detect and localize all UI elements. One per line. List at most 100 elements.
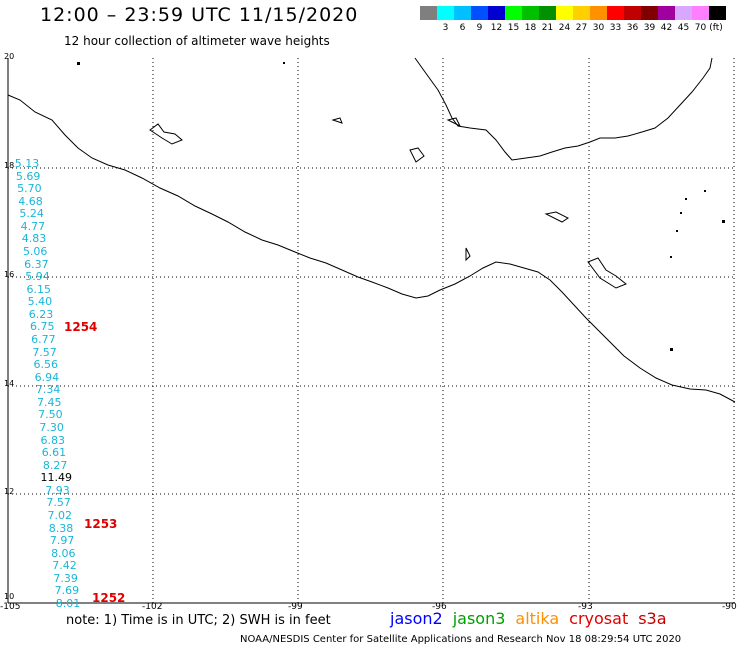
wave-height-value: 6.15	[26, 282, 51, 296]
color-swatch	[471, 6, 488, 20]
wave-height-value: 6.37	[24, 257, 49, 271]
satellite-altika: altika	[515, 609, 560, 628]
color-swatch	[709, 6, 726, 20]
color-swatch	[556, 6, 573, 20]
wave-height-value: 5.94	[25, 270, 50, 284]
longitude-label: -105	[0, 602, 21, 612]
longitude-label: -96	[432, 602, 447, 612]
latitude-label: 16	[4, 270, 15, 279]
wave-height-value: 7.97	[49, 534, 75, 548]
color-swatch	[641, 6, 658, 20]
credit-line: NOAA/NESDIS Center for Satellite Applica…	[240, 634, 682, 645]
map-border	[7, 58, 735, 604]
wave-height-value: 7.50	[38, 408, 63, 422]
wave-height-value: 7.34	[35, 383, 61, 397]
pass-time-label: 1254	[64, 320, 98, 334]
color-scale-label: 45	[677, 23, 690, 33]
wave-height-value: 6.56	[33, 358, 58, 372]
latitude-label: 10	[4, 592, 15, 601]
wave-height-value: 6.83	[40, 433, 66, 447]
wave-height-value: 7.30	[39, 421, 64, 434]
color-scale-label: 6	[459, 23, 466, 33]
satellite-legend: jason2 jason3 altika cryosat s3a	[390, 609, 677, 628]
color-swatch	[454, 6, 471, 20]
pass-time-label: 1253	[84, 517, 118, 531]
wave-height-value: 6.75	[29, 320, 55, 334]
footer-note: note: 1) Time is in UTC; 2) SWH is in fe…	[66, 613, 331, 628]
satellite-cryosat: cryosat	[569, 609, 629, 628]
longitude-label: -93	[578, 602, 593, 612]
color-scale-label: 9	[476, 23, 483, 33]
wave-height-value: 5.06	[22, 245, 48, 258]
wave-height-value: 6.23	[28, 307, 54, 321]
wave-height-value: 5.13	[14, 157, 40, 170]
wave-height-value: 8.38	[48, 521, 74, 535]
color-swatch	[505, 6, 522, 20]
color-swatch	[590, 6, 607, 20]
wave-height-value: 7.42	[52, 559, 77, 573]
color-swatch	[624, 6, 641, 20]
latitude-label: 20	[4, 52, 15, 61]
pass-time-label: 1252	[92, 591, 126, 605]
wave-height-value: 8.01	[55, 597, 81, 610]
wave-height-value: 5.70	[17, 182, 42, 196]
satellite-jason2: jason2	[390, 609, 443, 628]
chart-title: 12:00 – 23:59 UTC 11/15/2020	[40, 4, 359, 26]
color-scale-label: 3	[442, 23, 449, 33]
color-swatch	[522, 6, 539, 20]
color-scale-label: 33	[609, 23, 622, 33]
color-scale-unit: (ft)	[709, 23, 723, 33]
longitude-label: -99	[288, 602, 303, 612]
color-swatch	[607, 6, 624, 20]
wave-height-value: 7.93	[45, 483, 70, 497]
color-scale-label: 24	[558, 23, 571, 33]
wave-height-value: 6.61	[41, 446, 67, 460]
color-swatch	[420, 6, 437, 20]
graticule	[8, 58, 735, 603]
color-scale-label: 30	[592, 23, 605, 33]
wave-height-value: 8.06	[51, 546, 76, 560]
color-scale-label: 70	[694, 23, 707, 33]
wave-height-value: 7.69	[54, 584, 80, 598]
latitude-label: 14	[4, 379, 15, 388]
color-swatch	[437, 6, 454, 20]
satellite-jason3: jason3	[452, 609, 506, 628]
wave-height-value: 7.39	[53, 571, 78, 585]
color-swatch	[692, 6, 709, 20]
color-swatch	[488, 6, 505, 20]
wave-height-value: 5.40	[27, 295, 53, 309]
island-dots	[77, 62, 725, 351]
wave-height-value: 6.77	[31, 333, 56, 346]
color-swatch	[658, 6, 675, 20]
color-scale-label: 21	[541, 23, 554, 33]
coastline	[7, 57, 736, 403]
satellite-s3a: s3a	[638, 609, 667, 628]
color-swatch	[539, 6, 556, 20]
wave-height-value: 7.57	[46, 496, 71, 510]
wave-height-value: 6.94	[34, 370, 60, 384]
chart-subtitle: 12 hour collection of altimeter wave hei…	[64, 34, 330, 48]
wave-height-value: 4.83	[21, 232, 47, 246]
color-scale-label: 39	[643, 23, 656, 33]
latitude-label: 12	[4, 487, 15, 496]
wave-height-value: 7.02	[47, 509, 73, 522]
wave-height-value: 7.57	[32, 345, 57, 359]
color-scale-label: 15	[507, 23, 520, 33]
color-scale-label: 12	[490, 23, 503, 33]
wave-height-value: 7.45	[37, 395, 62, 409]
color-scale-label: 42	[660, 23, 673, 33]
color-scale-label: 27	[575, 23, 588, 33]
wave-height-value: 11.49	[40, 471, 73, 485]
longitude-label: -90	[722, 602, 737, 612]
color-scale-label: 36	[626, 23, 639, 33]
wave-height-value: 8.27	[42, 458, 68, 472]
wave-height-value: 4.68	[18, 194, 43, 208]
color-swatch	[675, 6, 692, 20]
latitude-label: 18	[4, 161, 15, 170]
color-scale-label: 18	[524, 23, 537, 33]
wave-height-value: 4.77	[20, 219, 46, 233]
color-swatch	[573, 6, 590, 20]
wave-height-value: 5.24	[19, 207, 44, 221]
longitude-label: -102	[142, 602, 163, 612]
